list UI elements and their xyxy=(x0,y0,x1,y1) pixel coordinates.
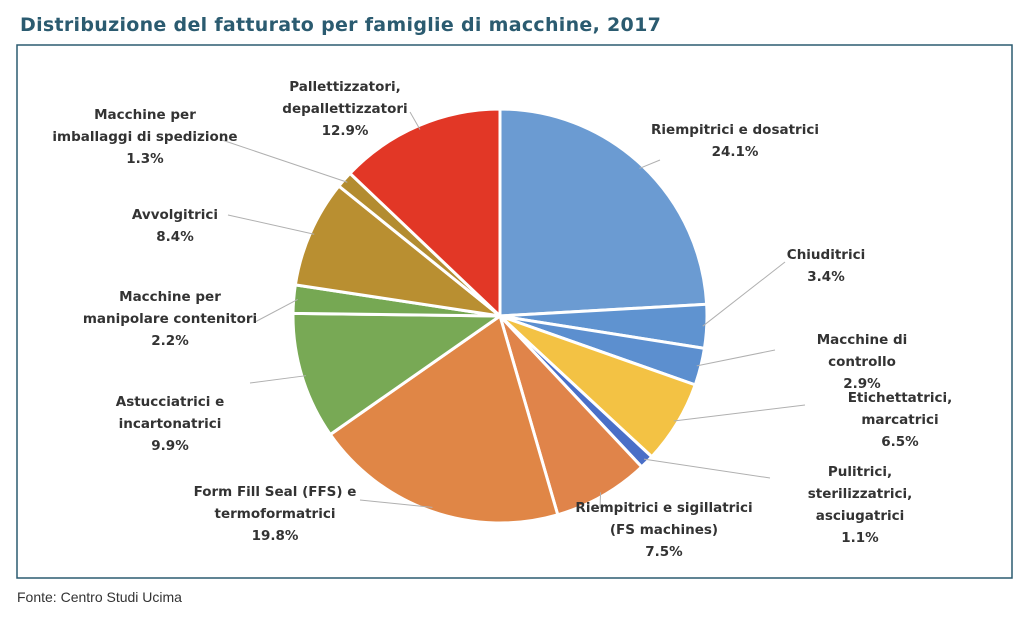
pie-slice xyxy=(498,314,644,517)
slice-label: Avvolgitrici 8.4% xyxy=(132,204,218,248)
value-label: 1.1% xyxy=(841,530,879,546)
value-label: 7.5% xyxy=(645,544,683,560)
value-label: 24.1% xyxy=(711,144,759,160)
chart-title: Distribuzione del fatturato per famiglie… xyxy=(20,14,662,36)
slice-label: Riempitrici e dosatrici 24.1% xyxy=(651,119,819,163)
category-label: Form Fill Seal (FFS) e termoformatrici xyxy=(193,484,357,522)
leader-line xyxy=(227,214,315,235)
leader-line xyxy=(221,139,348,183)
slice-label: Pallettizzatori, depallettizzatori 12.9% xyxy=(282,76,407,142)
category-label: Macchine di controllo xyxy=(816,332,908,370)
leader-line xyxy=(359,499,433,508)
category-label: Riempitrici e sigillatrici (FS machines) xyxy=(575,500,753,538)
slice-label: Etichettatrici, marcatrici 6.5% xyxy=(838,387,962,453)
slice-label: Chiuditrici 3.4% xyxy=(787,244,865,288)
pie-slice xyxy=(291,311,505,437)
leader-line xyxy=(673,404,806,422)
category-label: Pulitrici, sterilizzatrici, asciugatrici xyxy=(807,464,913,524)
leader-line xyxy=(409,111,421,130)
category-label: Pallettizzatori, depallettizzatori xyxy=(282,79,408,117)
value-label: 6.5% xyxy=(881,434,919,450)
leader-line xyxy=(696,349,776,367)
slice-label: Macchine per imballaggi di spedizione 1.3… xyxy=(52,104,237,170)
slice-label: Astucciatrici e incartonatrici 9.9% xyxy=(116,391,225,457)
category-label: Macchine per imballaggi di spedizione xyxy=(52,107,238,145)
slice-label: Pulitrici, sterilizzatrici, asciugatrici… xyxy=(778,461,942,549)
category-label: Macchine per manipolare contenitori xyxy=(82,289,258,327)
value-label: 2.9% xyxy=(843,376,881,392)
leader-line xyxy=(254,298,298,323)
value-label: 3.4% xyxy=(807,269,845,285)
slice-label: Riempitrici e sigillatrici (FS machines)… xyxy=(575,497,752,563)
value-label: 1.3% xyxy=(126,151,164,167)
category-label: Etichettatrici, marcatrici xyxy=(847,390,953,428)
leader-line xyxy=(643,458,771,479)
category-label: Chiuditrici xyxy=(786,247,866,263)
leader-line xyxy=(599,492,602,509)
value-label: 12.9% xyxy=(321,123,369,139)
leader-line xyxy=(249,375,307,384)
category-label: Riempitrici e dosatrici xyxy=(651,122,819,138)
pie-slice xyxy=(328,313,560,525)
slice-label: Macchine per manipolare contenitori 2.2% xyxy=(83,286,257,352)
value-label: 8.4% xyxy=(156,229,194,245)
category-label: Astucciatrici e incartonatrici xyxy=(115,394,225,432)
value-label: 2.2% xyxy=(151,333,189,349)
frame xyxy=(16,44,1013,579)
pie-slice xyxy=(498,107,709,318)
leader-line xyxy=(702,261,786,327)
category-label: Avvolgitrici xyxy=(131,207,219,223)
slice-label: Form Fill Seal (FFS) e termoformatrici 19… xyxy=(194,481,357,547)
slice-label: Macchine di controllo 2.9% xyxy=(781,329,943,395)
pie-slice xyxy=(293,183,506,319)
leader-line xyxy=(639,159,661,169)
value-label: 9.9% xyxy=(151,438,189,454)
source-note: Fonte: Centro Studi Ucima xyxy=(17,589,182,605)
value-label: 19.8% xyxy=(251,528,299,544)
